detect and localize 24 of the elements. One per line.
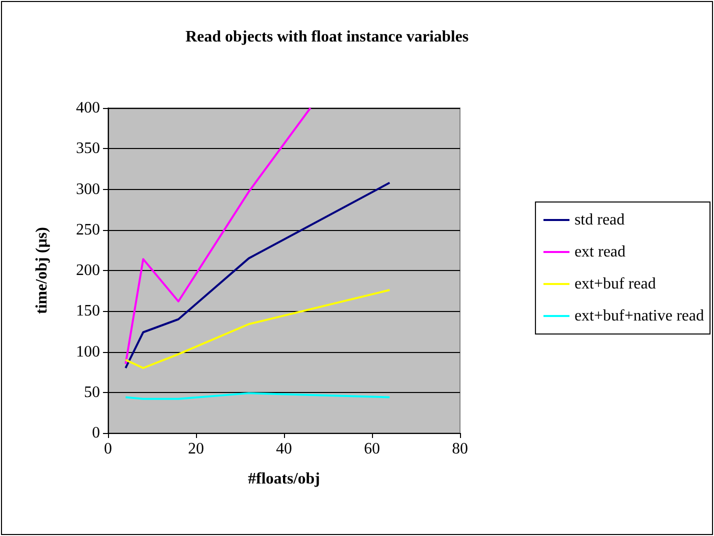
x-tick-label: 0 (104, 440, 112, 458)
x-tick-label: 80 (452, 440, 468, 458)
y-tick-label: 300 (76, 180, 100, 198)
y-tick-label: 200 (76, 262, 100, 279)
x-tick-label: 20 (188, 440, 204, 458)
chart-title: Read objects with float instance variables (185, 28, 469, 46)
y-tick-label: 350 (76, 140, 100, 158)
x-tick-label: 60 (364, 440, 380, 458)
x-axis-title: #floats/obj (248, 470, 320, 488)
legend-label: ext+buf+native read (574, 308, 704, 324)
y-tick-label: 150 (76, 302, 100, 320)
line-series (124, 289, 391, 369)
y-tick-label: 50 (84, 384, 100, 401)
y-tick-label: 400 (76, 100, 100, 116)
y-axis-title: time/obj (µs) (34, 227, 50, 314)
y-tick-label: 250 (76, 221, 100, 238)
y-tick-label: 0 (92, 424, 100, 442)
line-series (124, 107, 312, 365)
x-tick-label: 40 (276, 440, 292, 458)
legend-label: ext+buf read (574, 276, 656, 292)
legend-label: ext read (574, 244, 626, 260)
line-series (124, 182, 391, 369)
y-tick-label: 100 (76, 343, 100, 360)
legend-label: std read (574, 212, 625, 228)
